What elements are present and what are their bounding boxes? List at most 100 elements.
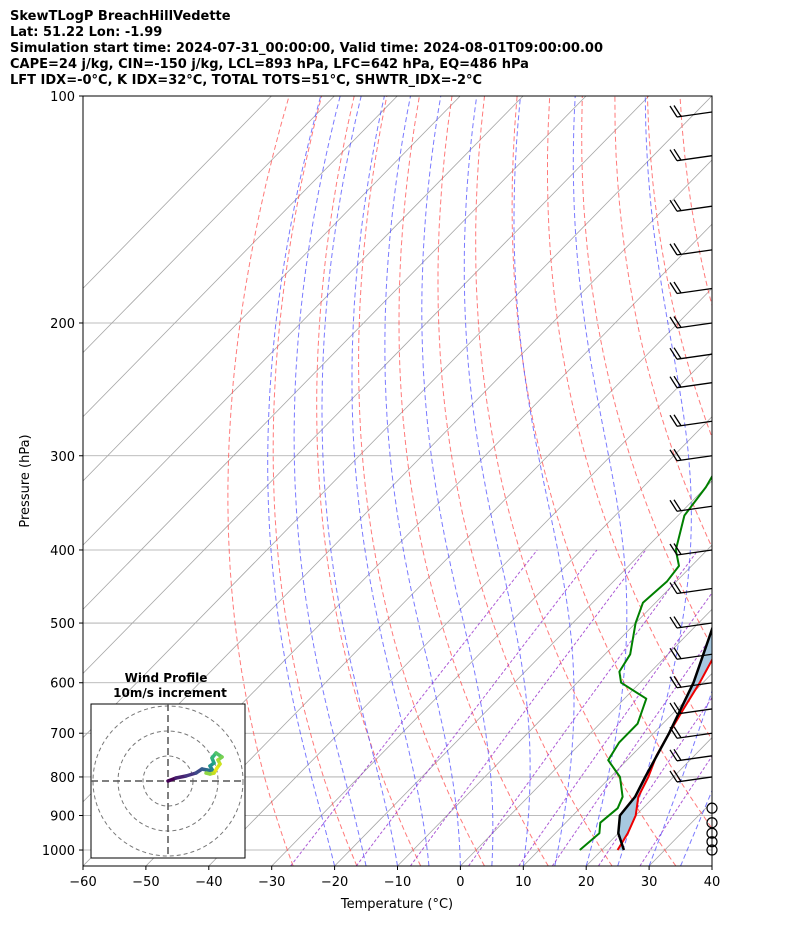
barb-flag xyxy=(669,449,678,462)
moist-adiabat xyxy=(711,864,712,866)
wind-barb xyxy=(669,316,713,329)
barb-flag xyxy=(673,770,682,782)
dry-adiabat xyxy=(358,96,485,866)
barb-shaft xyxy=(676,682,713,689)
time-text: Simulation start time: 2024-07-31_00:00:… xyxy=(10,41,603,56)
barb-flag xyxy=(673,499,682,511)
barb-flag xyxy=(669,414,678,427)
wind-barb xyxy=(669,148,713,162)
barb-flag xyxy=(673,543,682,555)
wind-barb xyxy=(669,375,713,389)
barb-shaft xyxy=(676,622,713,629)
barb-shaft xyxy=(676,708,713,715)
isotherm-line xyxy=(397,544,712,866)
barb-flag xyxy=(673,448,682,461)
barb-flag xyxy=(673,748,682,761)
barb-flag xyxy=(673,675,682,688)
wind-barb xyxy=(669,347,713,360)
mixing-ratio-line xyxy=(355,549,598,866)
barb-flag xyxy=(673,375,682,388)
barb-shaft xyxy=(676,653,713,660)
dry-adiabat xyxy=(475,96,677,866)
barb-shaft xyxy=(676,205,713,212)
barb-shaft xyxy=(676,549,713,556)
mixing-ratio-line xyxy=(639,755,712,866)
moist-adiabat xyxy=(648,689,712,866)
barb-shaft xyxy=(676,505,713,512)
wind-barb xyxy=(669,199,713,212)
barb-shaft xyxy=(676,420,713,427)
barb-flag xyxy=(673,414,682,427)
moist-adiabat xyxy=(321,96,398,866)
moist-adiabat xyxy=(351,96,430,866)
barb-shaft xyxy=(676,249,713,256)
barb-shaft xyxy=(676,155,713,162)
dry-adiabat xyxy=(316,96,422,866)
dry-adiabat xyxy=(511,96,712,830)
x-tick-label: 20 xyxy=(578,875,595,890)
barb-flag xyxy=(669,376,678,389)
calm-wind-circle xyxy=(706,817,718,829)
wind-profile-inset xyxy=(91,704,245,858)
mixing-ratio-line xyxy=(551,635,712,866)
hodograph-segment xyxy=(204,771,212,776)
y-axis-label: Pressure (hPa) xyxy=(18,434,33,527)
wind-barb xyxy=(669,281,713,295)
wind-barb xyxy=(669,543,713,556)
isotherm-line xyxy=(523,672,712,866)
mixing-ratio-line xyxy=(290,549,538,866)
x-tick-label: −20 xyxy=(321,875,348,890)
y-tick-label: 900 xyxy=(50,810,75,825)
wind-barb xyxy=(669,448,713,462)
cape-shading xyxy=(617,629,712,850)
wind-barb xyxy=(669,702,713,715)
dry-adiabat xyxy=(398,96,549,866)
barb-flag xyxy=(673,148,682,161)
y-tick-label: 600 xyxy=(50,677,75,692)
temperature-line xyxy=(616,657,712,851)
dry-adiabat xyxy=(778,96,794,866)
moist-adiabat xyxy=(463,96,531,866)
isotherm-line xyxy=(334,480,712,866)
barb-shaft xyxy=(676,287,713,295)
y-tick-label: 200 xyxy=(50,317,75,332)
barb-flag xyxy=(673,616,682,628)
calm-wind-circle xyxy=(706,836,718,848)
isotherm-line xyxy=(83,96,272,289)
isotherm-line xyxy=(83,96,335,354)
mixing-ratio-line xyxy=(518,592,712,866)
dry-adiabat xyxy=(581,96,712,648)
y-tick-label: 700 xyxy=(50,727,75,742)
barb-flag xyxy=(669,616,678,629)
dry-adiabat xyxy=(646,96,712,439)
inset-subtitle: 10m/s increment xyxy=(113,686,227,700)
axes: −60 −50 −40 −30 −20 −10 0 10 20 30 40 100 200 300 400 5… xyxy=(42,90,720,890)
barb-flag xyxy=(669,105,678,118)
barb-shaft xyxy=(676,322,713,329)
dry-adiabat xyxy=(713,96,794,866)
x-tick-label: −40 xyxy=(195,875,222,890)
barb-flag xyxy=(673,243,682,255)
isotherm-line xyxy=(83,96,587,610)
barb-flag xyxy=(669,702,678,715)
barb-flag xyxy=(673,581,682,594)
barb-flag xyxy=(673,105,682,117)
barb-flag xyxy=(673,316,682,328)
barb-shaft xyxy=(676,455,713,462)
barb-flag xyxy=(669,243,678,256)
moist-adiabat xyxy=(293,96,367,866)
index-text-2: LFT IDX=-0°C, K IDX=32°C, TOTAL TOTS=51°… xyxy=(10,73,483,88)
dry-adiabat xyxy=(745,96,794,866)
x-tick-label: −10 xyxy=(384,875,411,890)
barb-shaft xyxy=(676,776,713,783)
barb-flag xyxy=(669,647,678,660)
wind-barb xyxy=(669,243,713,256)
moist-adiabat xyxy=(421,96,494,866)
barb-flag xyxy=(673,726,682,738)
parcel-line xyxy=(617,625,712,851)
y-tick-label: 800 xyxy=(50,771,75,786)
barb-shaft xyxy=(676,382,713,389)
barb-flag xyxy=(669,676,678,689)
isotherm-line xyxy=(83,96,712,739)
